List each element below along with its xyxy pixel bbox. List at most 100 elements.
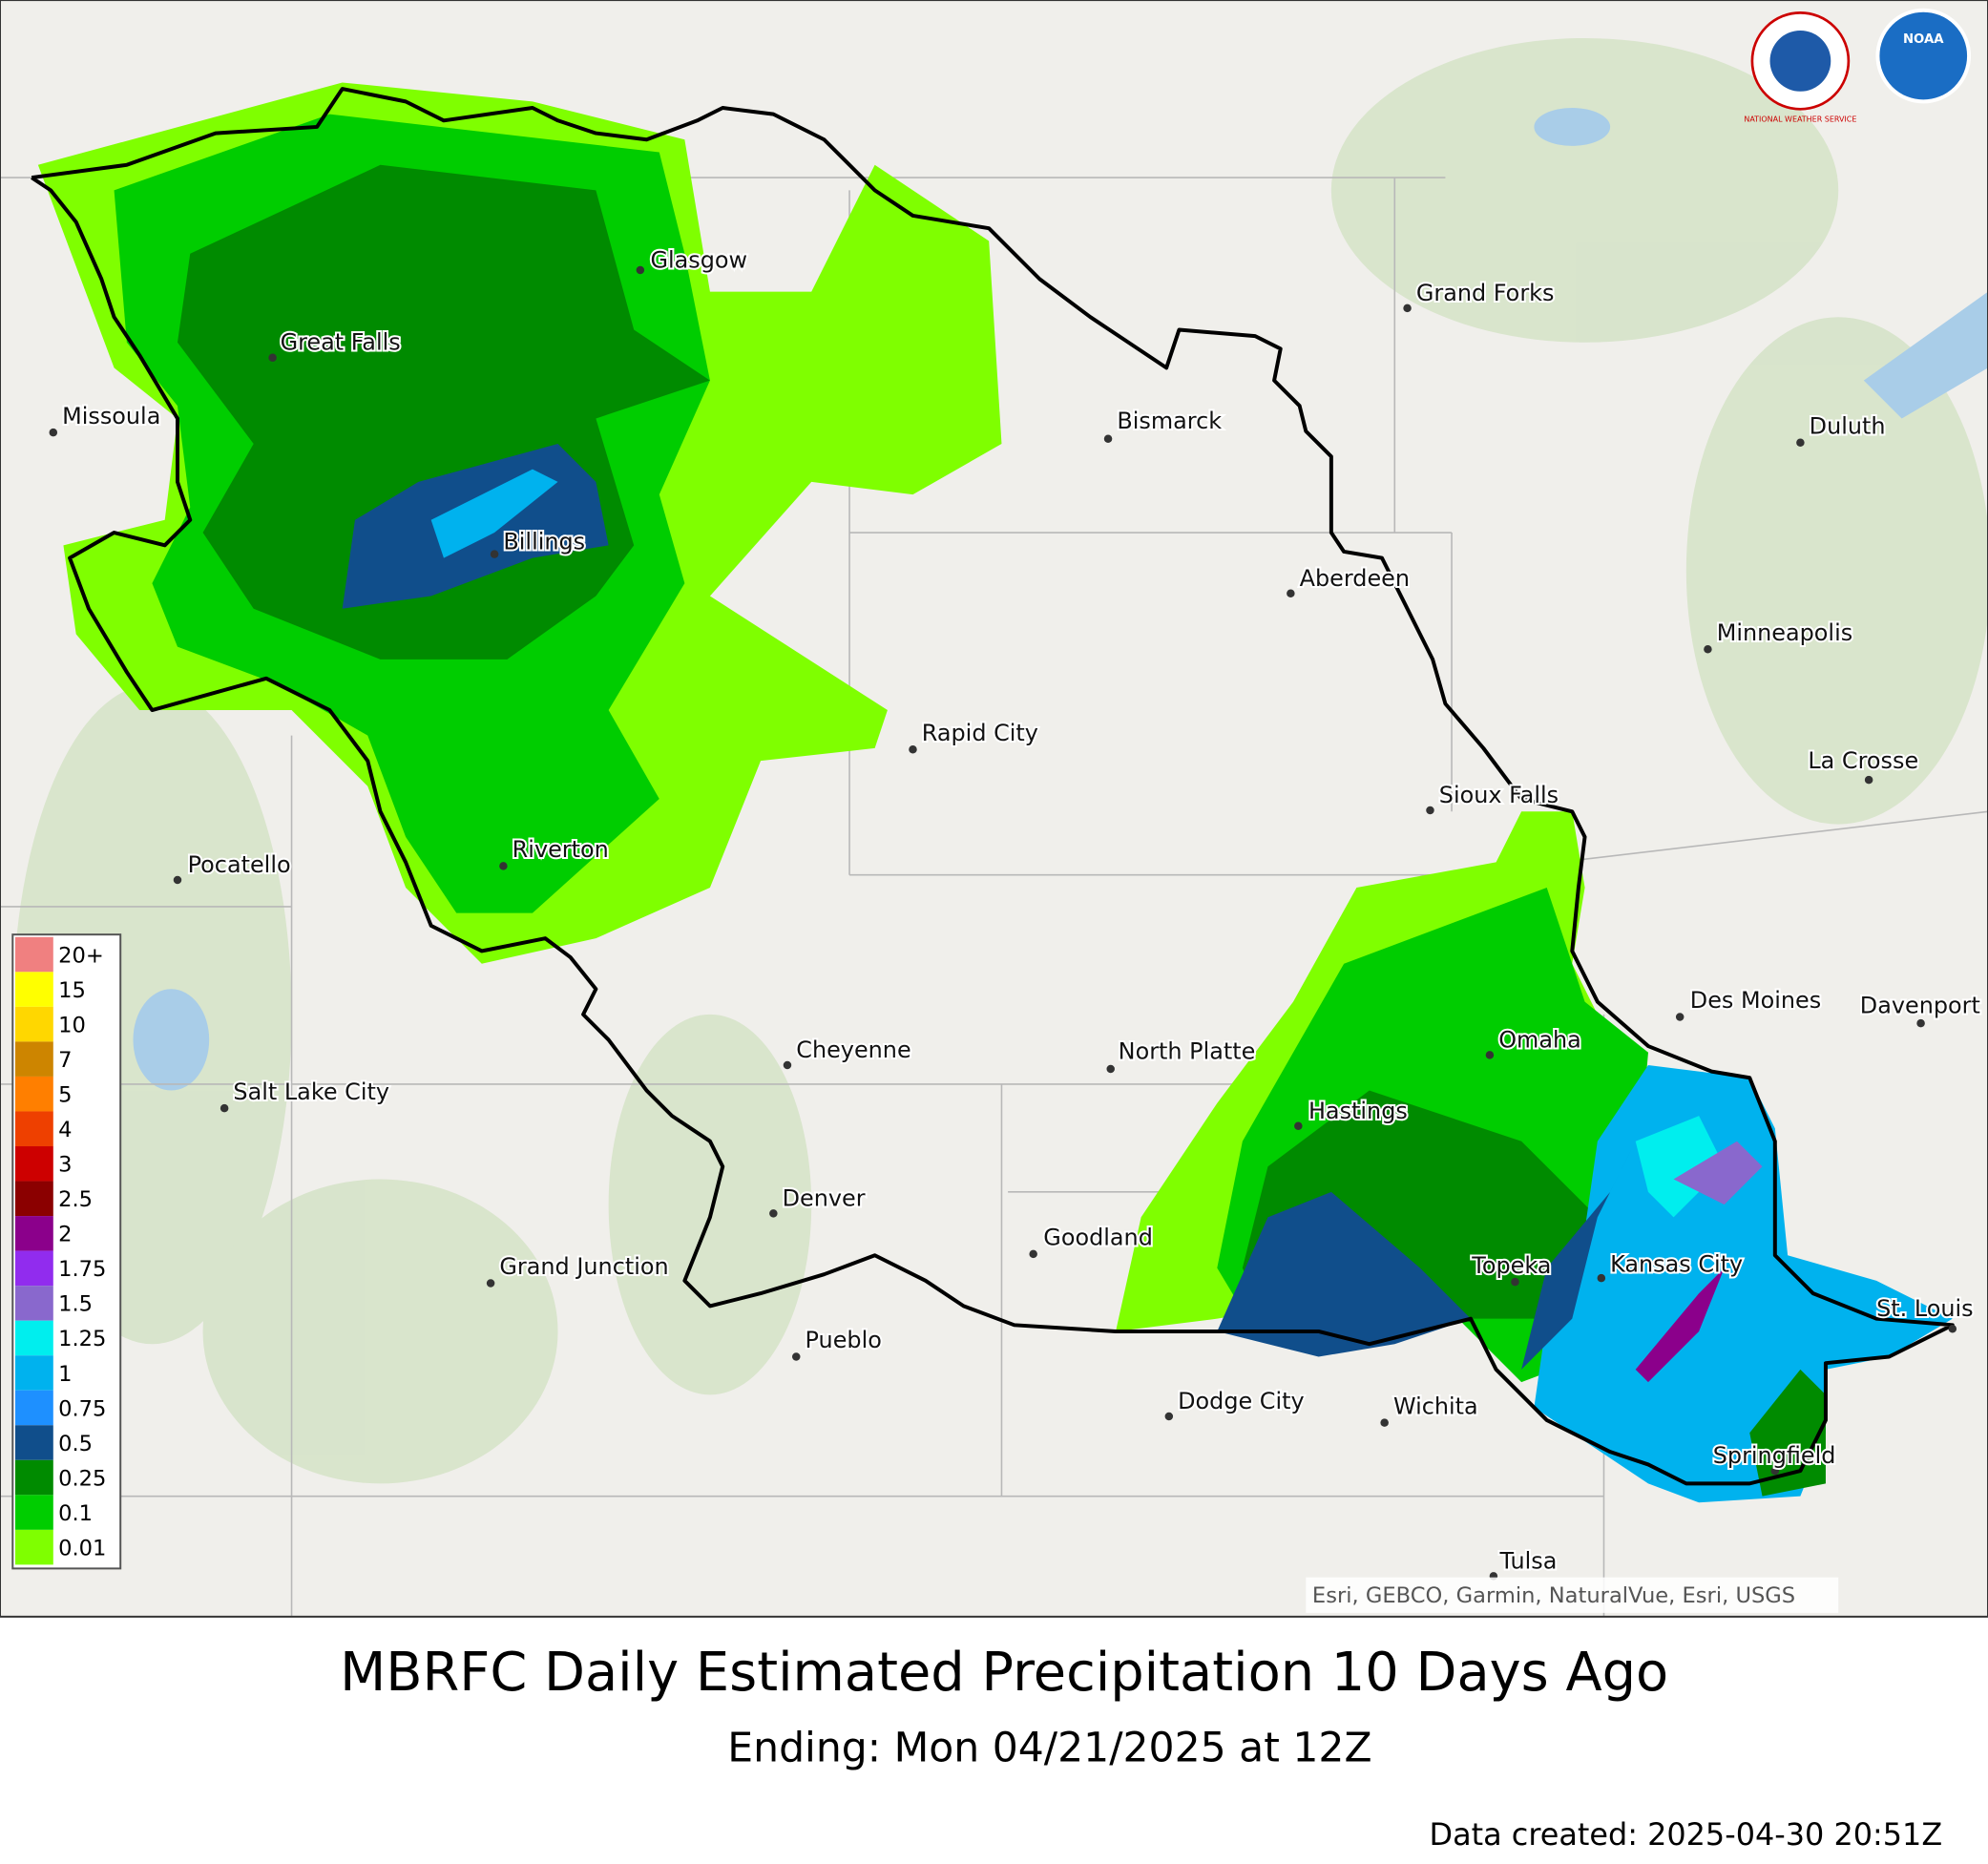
precip-area: [1635, 1116, 1725, 1218]
legend-label: 20+: [58, 943, 104, 968]
city-label: Omaha: [1498, 1026, 1581, 1053]
city-dot: [1675, 1013, 1685, 1021]
legend-swatch: [14, 1006, 53, 1042]
legend-swatch: [14, 1181, 53, 1217]
precip-area: [1673, 1141, 1763, 1205]
city-label: Great Falls: [281, 329, 401, 356]
city-dot: [1287, 589, 1295, 598]
legend-label: 1.25: [58, 1327, 106, 1351]
legend-label: 10: [58, 1013, 86, 1037]
city-dot: [1426, 806, 1434, 815]
city-dot: [486, 1279, 495, 1288]
city-dot: [173, 875, 182, 885]
city-label: Cheyenne: [796, 1037, 910, 1063]
legend-swatch: [14, 1425, 53, 1460]
city-label: Pocatello: [188, 851, 291, 878]
city-label: Rapid City: [922, 720, 1038, 746]
legend-label: 0.1: [58, 1501, 93, 1526]
city-label: Salt Lake City: [233, 1079, 389, 1105]
subtitle: Ending: Mon 04/21/2025 at 12Z: [727, 1725, 1371, 1771]
city-label: Missoula: [62, 403, 160, 429]
city-dot: [1796, 438, 1805, 447]
city-dot: [1164, 1412, 1174, 1421]
city-label: Goodland: [1043, 1225, 1153, 1251]
legend-label: 2: [58, 1223, 72, 1247]
city-dot: [499, 862, 508, 870]
city-dot: [1403, 304, 1412, 313]
city-label: Aberdeen: [1300, 565, 1410, 592]
legend-swatch: [14, 1459, 53, 1496]
city-dot: [792, 1352, 801, 1361]
precip-area: [1521, 1141, 1636, 1370]
legend-swatch: [14, 1286, 53, 1321]
nws-logo-center: [1769, 30, 1831, 92]
city-dot: [1511, 1277, 1519, 1287]
precipitation: [37, 82, 1953, 1503]
city-dot: [909, 744, 917, 754]
city-dot: [1103, 434, 1113, 443]
legend-swatch: [14, 1390, 53, 1426]
city-dot: [636, 265, 645, 275]
city-label: Sioux Falls: [1439, 782, 1559, 808]
logos: NATIONAL WEATHER SERVICE NOAA: [1744, 8, 1972, 124]
city-dot: [1380, 1418, 1389, 1427]
noaa-logo: [1875, 8, 1972, 104]
city-label: Topeka: [1471, 1252, 1551, 1279]
city-dot: [490, 550, 499, 558]
city-label: Bismarck: [1117, 408, 1222, 434]
legend-swatch: [14, 936, 53, 973]
legend-swatch: [14, 1495, 53, 1530]
city-dot: [1106, 1064, 1115, 1074]
water: [133, 108, 1988, 1091]
map-frame: [0, 0, 1988, 1618]
legend-swatch: [14, 972, 53, 1007]
city-label: Pueblo: [806, 1327, 882, 1353]
city-dot: [769, 1209, 778, 1218]
city-label: Davenport: [1860, 993, 1980, 1019]
city-label: Grand Forks: [1416, 280, 1555, 306]
city-dot: [220, 1103, 229, 1113]
legend-label: 1.5: [58, 1292, 93, 1317]
legend-swatch: [14, 1355, 53, 1391]
legend-swatch: [14, 1146, 53, 1182]
legend-swatch: [14, 1529, 53, 1565]
basin-outline: [31, 87, 1955, 1486]
city-label: Wichita: [1393, 1393, 1478, 1419]
city-dot: [1029, 1249, 1037, 1259]
city-dot: [1704, 645, 1712, 654]
city-dot: [783, 1060, 792, 1070]
city-label: St. Louis: [1876, 1295, 1974, 1322]
city-dot: [1948, 1325, 1957, 1333]
city-labels: Glasgow Great Falls Missoula Billings Bismar…: [49, 244, 1982, 1581]
legend-label: 2.5: [58, 1187, 93, 1212]
legend-label: 0.25: [58, 1466, 106, 1491]
legend-label: 5: [58, 1083, 72, 1108]
legend-swatch: [14, 1076, 53, 1112]
city-dot: [268, 353, 277, 362]
attribution: Esri, GEBCO, Garmin, NaturalVue, Esri, U…: [1312, 1583, 1795, 1608]
legend-label: 0.01: [58, 1536, 106, 1560]
legend-label: 7: [58, 1048, 72, 1073]
city-dot: [1916, 1018, 1925, 1028]
legend-swatch: [14, 1216, 53, 1251]
city-label: Tulsa: [1499, 1547, 1558, 1574]
precip-area: [430, 469, 558, 558]
precip-area: [1749, 1369, 1826, 1497]
city-label: Des Moines: [1690, 987, 1821, 1014]
city-label: Billings: [503, 528, 585, 555]
city-label: Denver: [783, 1184, 866, 1211]
legend: 20+ 15 10 7 5 4 3 2.5 2 1.75 1.5 1.25 1 0.75 0.5 0.25 0.…: [11, 933, 122, 1570]
precip-area: [1217, 1191, 1471, 1357]
city-label: Dodge City: [1178, 1388, 1305, 1414]
city-label: Grand Junction: [499, 1253, 668, 1280]
city-label: La Crosse: [1808, 747, 1918, 774]
legend-label: 3: [58, 1153, 72, 1178]
city-label: North Platte: [1119, 1037, 1256, 1064]
legend-swatch: [14, 1111, 53, 1147]
city-label: Hastings: [1308, 1098, 1408, 1124]
city-label: Riverton: [513, 836, 609, 863]
precip-area: [1534, 1064, 1953, 1503]
legend-swatch: [14, 1320, 53, 1356]
